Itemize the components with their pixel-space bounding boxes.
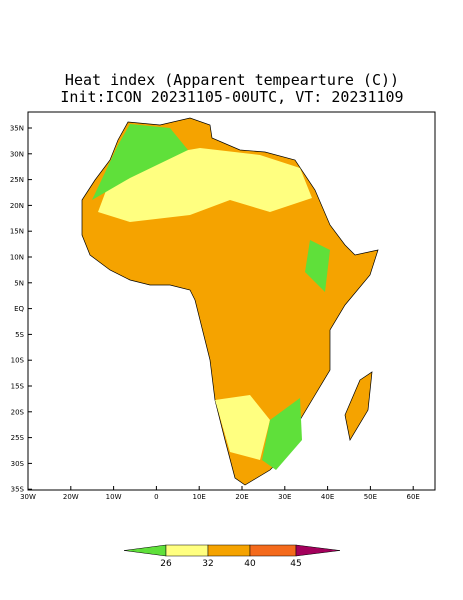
lat-label: 5S — [15, 331, 24, 339]
lat-label: 30N — [10, 150, 24, 158]
lat-label: 10S — [11, 357, 25, 365]
lon-label: 20W — [63, 493, 79, 501]
lon-label: 0 — [154, 493, 158, 501]
colorbar-segment — [295, 544, 341, 557]
colorbar-segment — [165, 544, 209, 557]
lon-axis: 30W 20W 10W 0 10E 20E 30E 40E 50E 60E — [20, 486, 420, 501]
colorbar-segment — [123, 544, 167, 557]
colorbar-segment — [249, 544, 297, 557]
lat-label: 15S — [11, 383, 25, 391]
map — [27, 111, 436, 491]
colorbar-label: 45 — [290, 559, 301, 569]
madagascar — [344, 371, 373, 441]
lon-label: 40E — [321, 493, 334, 501]
south-region — [215, 395, 270, 460]
colorbar-label: 32 — [202, 559, 213, 569]
lat-label: 25N — [10, 176, 24, 184]
colorbar: 26 32 40 45 — [123, 544, 341, 569]
lon-label: 30E — [278, 493, 291, 501]
southeast-green — [262, 398, 302, 470]
map-frame — [27, 111, 436, 491]
lon-label: 10W — [106, 493, 122, 501]
lat-label: EQ — [14, 305, 24, 313]
morocco-green — [92, 124, 188, 200]
lat-label: 25S — [11, 434, 25, 442]
lat-label: 20N — [10, 202, 24, 210]
title: Heat index (Apparent tempearture (C)) — [65, 71, 399, 89]
lat-label: 30S — [11, 460, 25, 468]
lon-label: 20E — [235, 493, 248, 501]
lon-label: 30W — [20, 493, 36, 501]
subtitle: Init:ICON 20231105-00UTC, VT: 20231109 — [60, 88, 403, 106]
lat-label: 15N — [10, 228, 24, 236]
lon-label: 10E — [193, 493, 206, 501]
colorbar-label: 40 — [244, 559, 256, 569]
lat-axis: 35N 30N 25N 20N 15N 10N 5N EQ 5S 10S 15S 20S 25S 30S 3… — [10, 125, 32, 494]
lat-label: 35S — [11, 486, 25, 494]
lat-label: 5N — [14, 279, 24, 287]
lat-label: 20S — [11, 408, 25, 416]
lon-label: 50E — [364, 493, 377, 501]
lon-label: 60E — [407, 493, 420, 501]
lat-label: 35N — [10, 125, 24, 133]
colorbar-segment — [207, 544, 251, 557]
ethiopia-green — [305, 240, 330, 292]
lat-label: 10N — [10, 254, 24, 262]
colorbar-label: 26 — [160, 559, 172, 569]
